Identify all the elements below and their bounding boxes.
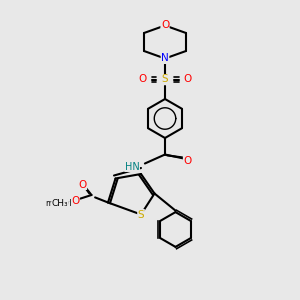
Text: O: O <box>71 196 79 206</box>
Text: O: O <box>183 155 192 166</box>
Text: S: S <box>162 74 168 85</box>
Text: S: S <box>138 209 144 220</box>
Text: O: O <box>161 20 169 31</box>
Text: methyl: methyl <box>45 200 72 208</box>
Text: O: O <box>138 74 147 85</box>
Text: O: O <box>78 179 87 190</box>
Text: CH₃: CH₃ <box>52 200 68 208</box>
Text: O: O <box>183 74 192 85</box>
Text: HN: HN <box>125 161 140 172</box>
Text: N: N <box>161 53 169 64</box>
